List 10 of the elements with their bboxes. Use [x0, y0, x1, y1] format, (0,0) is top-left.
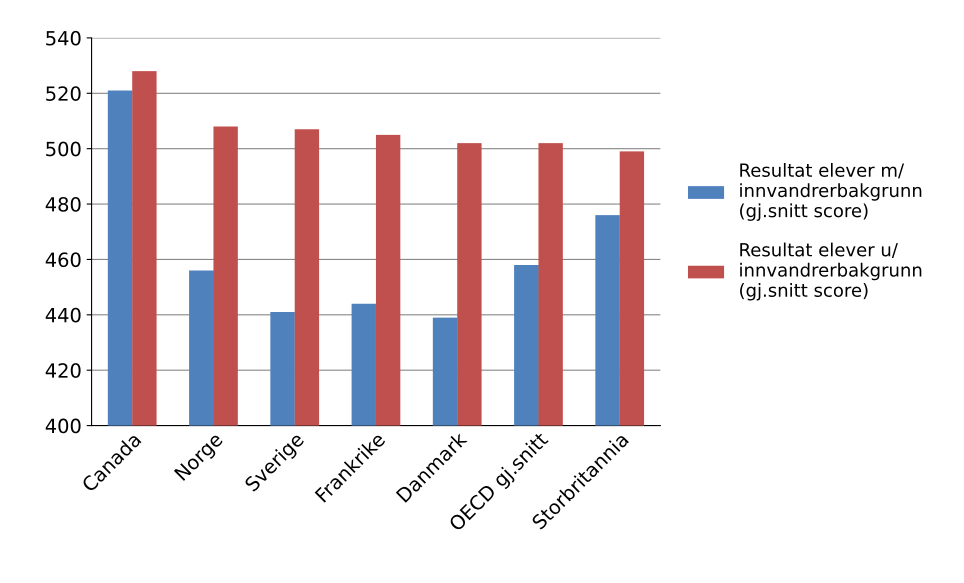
y-tick-label: 440 — [46, 308, 81, 322]
y-tick-label: 400 — [46, 418, 81, 434]
y-tick-label: 520 — [46, 86, 81, 101]
y-tick-label: 500 — [46, 142, 81, 156]
legend-label: Resultat elever u/ innvandrerbakgrunn (gj.snitt score) — [740, 242, 922, 300]
y-tick-label: 540 — [46, 30, 81, 46]
legend-label: Resultat elever m/ innvandrerbakgrunn (gj.snitt score) — [740, 163, 922, 221]
y-tick-label: 420 — [46, 363, 81, 378]
y-tick-label: 460 — [46, 252, 81, 268]
y-tick-label: 480 — [46, 197, 81, 212]
